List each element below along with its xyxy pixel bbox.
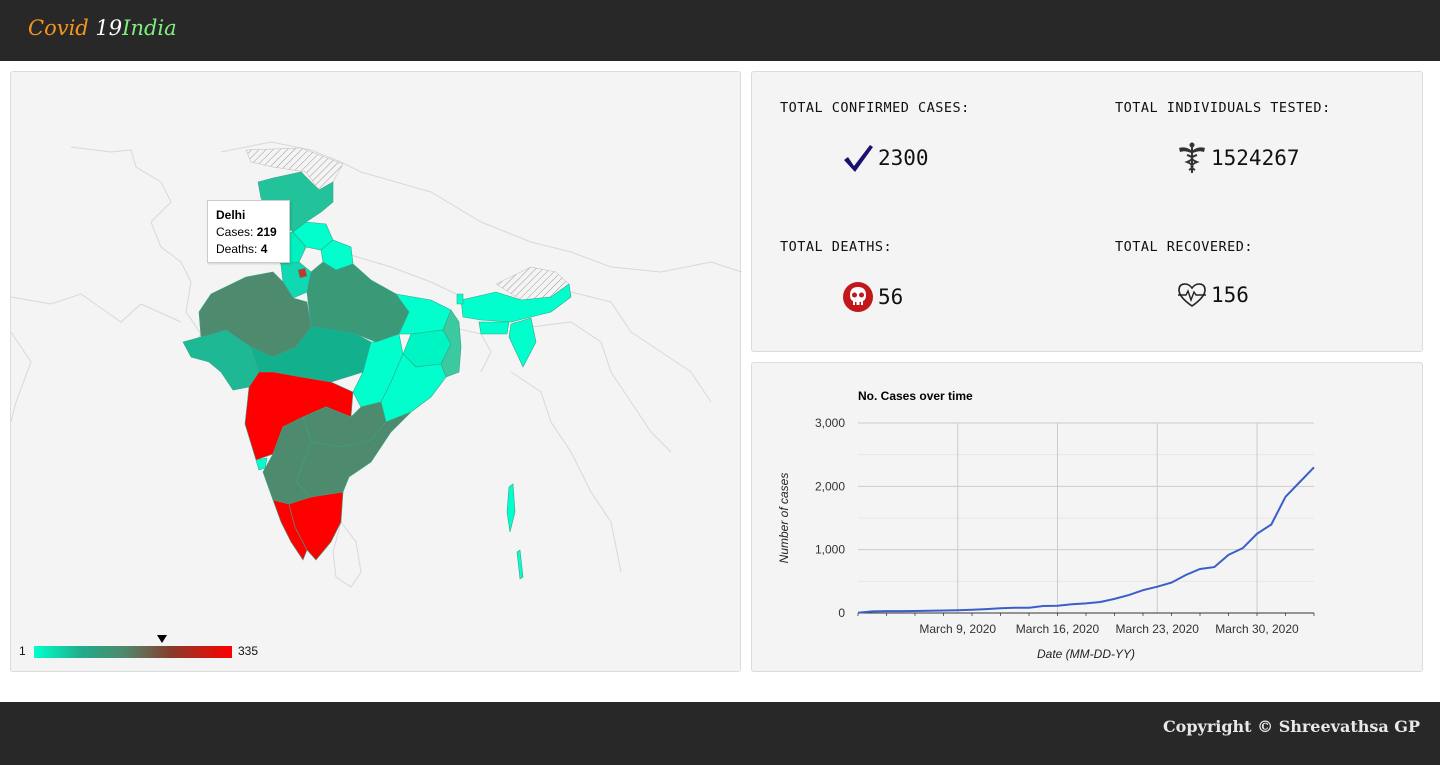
tested-stat: 1524267 [1177,142,1300,174]
legend-marker-icon [157,635,167,643]
state-goa[interactable] [255,457,268,471]
y-tick-label: 0 [838,606,845,620]
recovered-value: 156 [1211,283,1249,307]
x-tick-label: March 30, 2020 [1215,622,1299,636]
state-assam[interactable] [460,283,572,323]
copyright-text: Copyright © Shreevathsa GP [1162,717,1420,736]
caduceus-icon [1179,142,1205,173]
confirmed-value: 2300 [878,146,929,170]
recovered-stat: 156 [1177,281,1249,309]
state-sikkim[interactable] [456,293,464,305]
deaths-value: 56 [878,285,904,309]
y-tick-label: 1,000 [815,543,845,557]
y-tick-label: 3,000 [815,416,845,430]
tooltip-state-name: Delhi [216,208,246,222]
legend-color-scale [34,646,232,658]
india-map[interactable] [11,72,742,632]
map-panel: Delhi Cases: 219 Deaths: 4 1 335 [10,71,742,672]
state-tooltip: Delhi Cases: 219 Deaths: 4 [207,200,290,263]
y-axis-ticks: 0 1,000 2,000 3,000 [815,416,845,620]
chart-panel: No. Cases over time 0 1,000 2,000 3,000 Mar… [751,362,1423,672]
chart-title: No. Cases over time [858,389,973,403]
x-axis-ticks: March 9, 2020 March 16, 2020 March 23, 202… [857,613,1315,636]
state-andaman[interactable] [506,483,516,533]
stats-panel: TOTAL CONFIRMED CASES: 2300 TOTAL INDIVI… [751,71,1423,352]
skull-icon [843,282,873,312]
state-meghalaya[interactable] [478,321,510,335]
top-navbar: Covid 19India [0,0,1440,61]
legend-min: 1 [19,644,26,658]
brand-logo[interactable]: Covid 19India [28,16,177,40]
state-karnataka[interactable] [262,416,312,505]
x-tick-label: March 23, 2020 [1116,622,1200,636]
state-west-bengal[interactable] [440,309,462,378]
cases-line-chart: No. Cases over time 0 1,000 2,000 3,000 Mar… [777,389,1315,661]
state-tamil-nadu[interactable] [288,491,344,561]
tooltip-deaths: Deaths: 4 [216,242,268,256]
brand-india: India [122,16,177,40]
brand-covid: Covid [28,16,96,40]
checkmark-icon [844,145,873,172]
state-tripura-mizoram[interactable] [508,317,537,368]
tested-value: 1524267 [1211,146,1300,170]
series-line [857,466,1315,614]
india-states [182,171,572,580]
neighbor-borders [11,141,742,588]
legend-max: 335 [238,644,259,658]
deaths-stat: 56 [842,281,903,313]
tooltip-cases: Cases: 219 [216,225,277,239]
recovered-label: TOTAL RECOVERED: [1115,239,1254,255]
x-tick-label: March 9, 2020 [919,622,996,636]
tested-label: TOTAL INDIVIDUALS TESTED: [1115,100,1331,116]
y-axis-label: Number of cases [777,473,791,564]
state-nicobar[interactable] [516,549,524,580]
confirmed-label: TOTAL CONFIRMED CASES: [780,100,970,116]
x-tick-label: March 16, 2020 [1016,622,1100,636]
heartbeat-icon [1178,283,1206,307]
state-delhi[interactable] [297,267,308,279]
deaths-label: TOTAL DEATHS: [780,239,893,255]
x-axis-label: Date (MM-DD-YY) [1037,647,1135,661]
brand-19: 19 [95,16,123,40]
y-tick-label: 2,000 [815,479,845,493]
footer: Copyright © Shreevathsa GP [0,702,1440,765]
chart-grid [858,422,1314,614]
confirmed-stat: 2300 [842,142,929,174]
